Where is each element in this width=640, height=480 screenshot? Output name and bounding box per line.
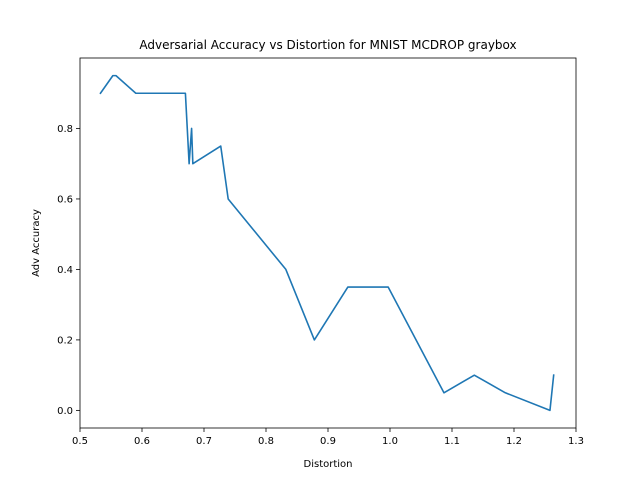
y-tick-label: 0.6	[57, 194, 73, 205]
x-tick-label: 1.0	[382, 436, 398, 447]
y-tick-label: 0.2	[57, 335, 73, 346]
x-tick-label: 0.8	[258, 436, 274, 447]
x-tick-label: 1.1	[444, 436, 460, 447]
x-tick-label: 1.3	[568, 436, 584, 447]
x-tick-label: 1.2	[506, 436, 522, 447]
chart-title: Adversarial Accuracy vs Distortion for M…	[139, 38, 516, 52]
x-tick-label: 0.7	[196, 436, 212, 447]
y-axis: 0.0 0.2 0.4 0.6 0.8	[57, 124, 80, 417]
y-tick-label: 0.0	[57, 406, 73, 417]
x-tick-label: 0.6	[134, 436, 150, 447]
x-axis: 0.5 0.6 0.7 0.8 0.9 1.0 1.1 1.2 1.3	[72, 428, 584, 447]
x-tick-label: 0.9	[320, 436, 336, 447]
x-axis-title: Distortion	[304, 459, 353, 470]
y-tick-label: 0.8	[57, 124, 73, 135]
y-tick-label: 0.4	[57, 265, 73, 276]
y-axis-title: Adv Accuracy	[31, 209, 42, 277]
series-line-0	[99, 74, 555, 412]
plot-area	[99, 74, 555, 412]
x-tick-label: 0.5	[72, 436, 88, 447]
